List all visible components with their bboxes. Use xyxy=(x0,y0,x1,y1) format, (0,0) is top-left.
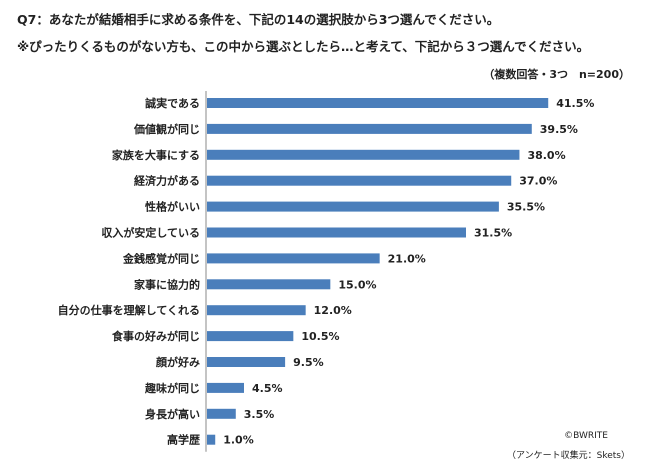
bar xyxy=(207,123,532,134)
category-label: 家事に協力的 xyxy=(134,277,200,291)
question-note: ※ぴったりくるものがない方も、この中から選ぶとしたら…と考えて、下記から３つ選ん… xyxy=(17,39,590,54)
value-label: 21.0% xyxy=(388,252,426,265)
category-label: 金銭感覚が同じ xyxy=(122,251,200,265)
category-label: 食事の好みが同じ xyxy=(112,329,200,343)
category-label: 顔が好み xyxy=(155,355,200,369)
bar xyxy=(207,408,236,419)
bar xyxy=(207,253,380,264)
value-label: 35.5% xyxy=(507,201,545,214)
category-label: 価値観が同じ xyxy=(133,122,200,136)
bar xyxy=(207,149,520,160)
value-label: 39.5% xyxy=(540,123,578,136)
category-label: 誠実である xyxy=(145,96,200,110)
category-label: 性格がいい xyxy=(145,200,200,214)
value-label: 31.5% xyxy=(474,227,512,240)
bar xyxy=(207,175,512,186)
category-label: 高学歴 xyxy=(167,433,200,447)
category-label: 収入が安定している xyxy=(101,226,200,240)
source-credit: （アンケート収集元：Skets） xyxy=(507,451,630,461)
bar xyxy=(207,382,244,393)
value-label: 38.0% xyxy=(527,149,565,162)
copyright-credit: ©BWRITE xyxy=(564,431,608,441)
value-label: 9.5% xyxy=(293,356,324,369)
bar xyxy=(207,305,306,316)
question-title: Q7：あなたが結婚相手に求める条件を、下記の14の選択肢から3つ選んでください。 xyxy=(17,12,500,27)
bar xyxy=(207,227,466,238)
value-label: 15.0% xyxy=(338,278,376,291)
value-label: 4.5% xyxy=(252,382,283,395)
value-label: 41.5% xyxy=(556,97,594,110)
bar xyxy=(207,331,294,342)
category-label: 家族を大事にする xyxy=(112,148,200,162)
value-label: 1.0% xyxy=(223,434,254,447)
category-label: 身長が高い xyxy=(145,407,200,421)
bar xyxy=(207,357,286,367)
bar xyxy=(207,201,499,212)
value-label: 3.5% xyxy=(244,408,275,421)
category-label: 趣味が同じ xyxy=(144,381,200,395)
bar xyxy=(207,279,331,290)
bar xyxy=(207,434,216,445)
value-label: 10.5% xyxy=(301,330,339,343)
bar xyxy=(207,98,549,108)
value-label: 12.0% xyxy=(314,304,352,317)
category-label: 自分の仕事を理解してくれる xyxy=(58,303,200,317)
value-label: 37.0% xyxy=(519,175,557,188)
category-label: 経済力がある xyxy=(134,174,200,188)
sample-size-label: （複数回答・3つ n=200） xyxy=(483,68,630,81)
